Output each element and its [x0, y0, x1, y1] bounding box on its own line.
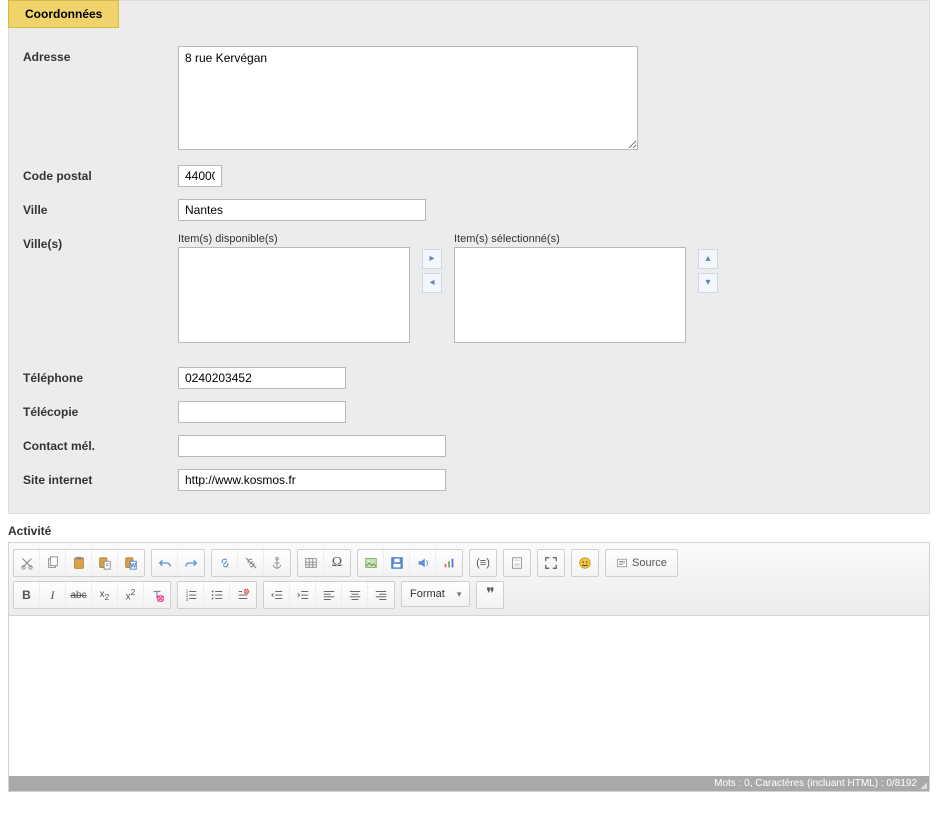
svg-text:3: 3 — [185, 597, 188, 602]
move-right-button[interactable]: ▸ — [422, 249, 442, 269]
format-select[interactable]: Format ▾ — [401, 581, 470, 607]
numbered-list-icon[interactable]: 123 — [178, 582, 204, 608]
input-code-postal[interactable] — [178, 165, 222, 187]
anchor-icon[interactable] — [264, 550, 290, 576]
cut-icon[interactable] — [14, 550, 40, 576]
selected-header: Item(s) sélectionné(s) — [454, 233, 686, 245]
subscript-icon[interactable]: x2 — [92, 582, 118, 608]
definition-list-icon[interactable] — [230, 582, 256, 608]
strike-icon[interactable]: abc — [66, 582, 92, 608]
input-ville[interactable] — [178, 199, 426, 221]
undo-icon[interactable] — [152, 550, 178, 576]
copy-icon[interactable] — [40, 550, 66, 576]
editor-content[interactable] — [9, 616, 929, 776]
audio-icon[interactable] — [410, 550, 436, 576]
rich-text-editor: W — [8, 542, 930, 792]
move-left-button[interactable]: ◂ — [422, 273, 442, 293]
label-ville: Ville — [23, 199, 178, 217]
tab-coordonnees[interactable]: Coordonnées — [8, 0, 119, 28]
redo-icon[interactable] — [178, 550, 204, 576]
input-telephone[interactable] — [178, 367, 346, 389]
blockquote-icon[interactable]: ❞ — [477, 582, 503, 608]
italic-icon[interactable]: I — [40, 582, 66, 608]
row-ville: Ville — [9, 193, 929, 227]
specialchar-icon[interactable]: Ω — [324, 550, 350, 576]
row-site-internet: Site internet — [9, 463, 929, 497]
label-telephone: Téléphone — [23, 367, 178, 385]
align-right-icon[interactable] — [368, 582, 394, 608]
dual-list-villes: Item(s) disponible(s) ▸ ◂ Item(s) sélect… — [178, 233, 718, 343]
editor-toolbar: W — [9, 543, 929, 616]
maximize-icon[interactable] — [538, 550, 564, 576]
row-telecopie: Télécopie — [9, 395, 929, 429]
input-contact-mel[interactable] — [178, 435, 446, 457]
label-code-postal: Code postal — [23, 165, 178, 183]
row-adresse: Adresse 8 rue Kervégan — [9, 40, 929, 159]
align-left-icon[interactable] — [316, 582, 342, 608]
paste-icon[interactable] — [66, 550, 92, 576]
svg-text:W: W — [130, 562, 136, 569]
link-icon[interactable] — [212, 550, 238, 576]
move-down-button[interactable]: ▾ — [698, 273, 718, 293]
section-title-activite: Activité — [0, 514, 938, 542]
emoji-icon[interactable] — [572, 550, 598, 576]
template-icon[interactable] — [504, 550, 530, 576]
pagebreak-icon[interactable]: (≡) — [470, 550, 496, 576]
move-up-button[interactable]: ▴ — [698, 249, 718, 269]
available-header: Item(s) disponible(s) — [178, 233, 410, 245]
row-villes: Ville(s) Item(s) disponible(s) ▸ ◂ Item(… — [9, 227, 929, 349]
unlink-icon[interactable] — [238, 550, 264, 576]
table-icon[interactable] — [298, 550, 324, 576]
indent-icon[interactable] — [290, 582, 316, 608]
input-adresse[interactable]: 8 rue Kervégan — [178, 46, 638, 150]
source-label: Source — [632, 557, 667, 569]
paste-text-icon[interactable] — [92, 550, 118, 576]
coordonnees-panel: Coordonnées Adresse 8 rue Kervégan Code … — [8, 0, 930, 514]
row-contact-mel: Contact mél. — [9, 429, 929, 463]
row-telephone: Téléphone — [9, 361, 929, 395]
input-site-internet[interactable] — [178, 469, 446, 491]
label-contact-mel: Contact mél. — [23, 435, 178, 453]
outdent-icon[interactable] — [264, 582, 290, 608]
superscript-icon[interactable]: x2 — [118, 582, 144, 608]
selected-listbox[interactable] — [454, 247, 686, 343]
label-villes: Ville(s) — [23, 233, 178, 251]
available-listbox[interactable] — [178, 247, 410, 343]
label-adresse: Adresse — [23, 46, 178, 64]
bold-icon[interactable]: B — [14, 582, 40, 608]
bullet-list-icon[interactable] — [204, 582, 230, 608]
input-telecopie[interactable] — [178, 401, 346, 423]
source-button[interactable]: Source — [606, 550, 677, 576]
editor-status-bar: Mots : 0, Caractères (incluant HTML) : 0… — [9, 776, 929, 791]
save-icon[interactable] — [384, 550, 410, 576]
label-site-internet: Site internet — [23, 469, 178, 487]
image-icon[interactable] — [358, 550, 384, 576]
chevron-down-icon: ▾ — [457, 589, 462, 600]
paste-word-icon[interactable]: W — [118, 550, 144, 576]
format-label: Format — [410, 588, 445, 600]
row-code-postal: Code postal — [9, 159, 929, 193]
chart-icon[interactable] — [436, 550, 462, 576]
align-center-icon[interactable] — [342, 582, 368, 608]
remove-format-icon[interactable] — [144, 582, 170, 608]
label-telecopie: Télécopie — [23, 401, 178, 419]
